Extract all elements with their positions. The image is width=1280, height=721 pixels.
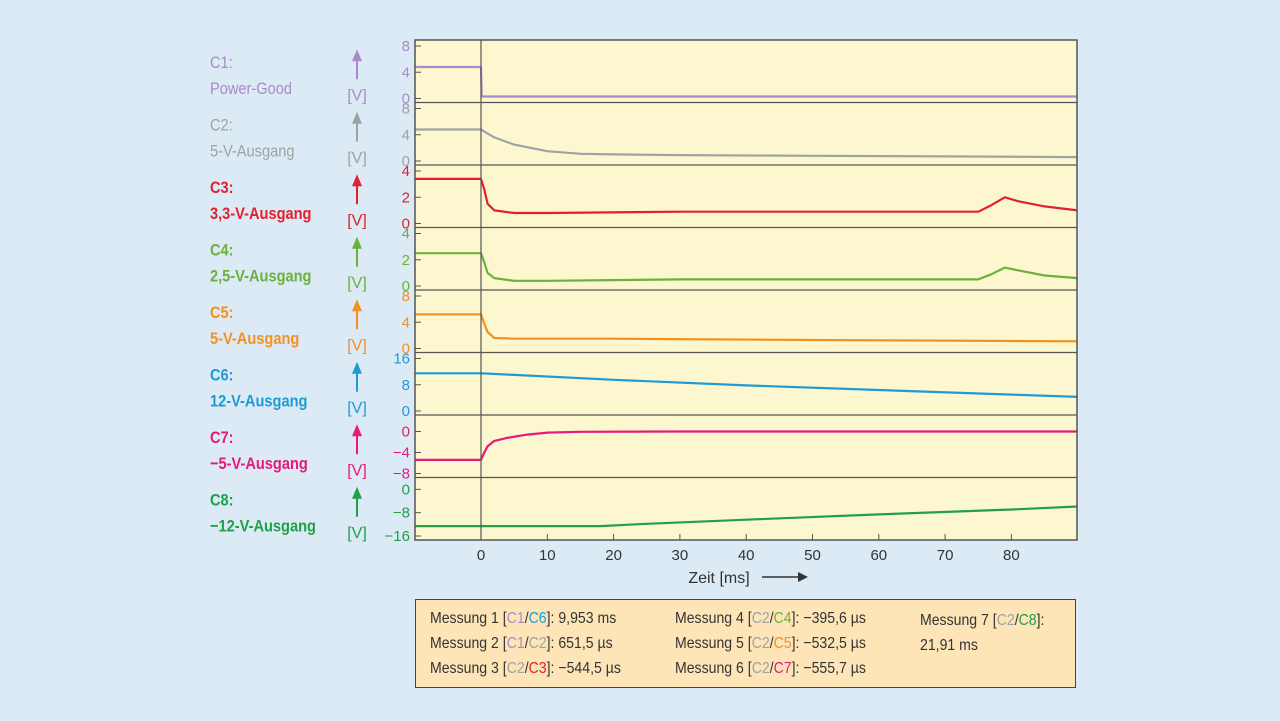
channel-unit: [V]	[347, 337, 367, 354]
measurement-6: Messung 6 [C2/C7]: −555,7 µs	[675, 660, 866, 677]
channel-unit: [V]	[347, 462, 367, 479]
measurement-value: −395,6 µs	[803, 610, 866, 627]
measurement-4: Messung 4 [C2/C4]: −395,6 µs	[675, 610, 866, 627]
channel-id: C1:	[210, 54, 233, 72]
channel-name: 5-V-Ausgang	[210, 330, 299, 348]
trace-c2	[414, 128, 1078, 159]
channel-unit: [V]	[347, 87, 367, 104]
measurement-2: Messung 2 [C1/C2]: 651,5 µs	[430, 635, 613, 652]
channel-id: C4:	[210, 242, 234, 260]
channel-name: −12-V-Ausgang	[210, 518, 316, 536]
y-tick-label: 2	[402, 252, 410, 269]
y-tick-label: 0	[402, 278, 410, 295]
measurement-value: 651,5 µs	[558, 635, 613, 652]
measurement-value: −555,7 µs	[803, 660, 866, 677]
measurement-value: −544,5 µs	[558, 660, 621, 677]
arrow-head-icon	[352, 486, 362, 499]
x-tick-label: 30	[672, 547, 689, 564]
channel-unit: [V]	[347, 150, 367, 167]
x-axis-label: Zeit [ms]	[688, 570, 749, 587]
arrow-head-icon	[352, 299, 362, 312]
y-tick-label: −8	[393, 505, 410, 522]
trace-c6	[414, 372, 1078, 398]
channel-id: C5:	[210, 304, 234, 322]
y-tick-label: 0	[402, 341, 410, 358]
arrow-head-icon	[352, 361, 362, 374]
y-tick-label: 8	[402, 38, 410, 55]
y-tick-label: 0	[402, 403, 410, 420]
channel-unit: [V]	[347, 275, 367, 292]
measurement-3: Messung 3 [C2/C3]: −544,5 µs	[430, 660, 621, 677]
channel-label-1: C1: Power-Good	[210, 54, 292, 98]
y-tick-label: 0	[402, 216, 410, 233]
y-tick-label: 8	[402, 377, 410, 394]
y-tick-label: 2	[402, 189, 410, 206]
y-tick-label: 0	[402, 153, 410, 170]
trace-c7	[414, 430, 1078, 461]
trace-c4	[414, 252, 1078, 282]
y-tick-label: −16	[385, 528, 410, 545]
y-tick-label: 4	[402, 314, 410, 331]
y-tick-label: 4	[402, 64, 410, 81]
arrow-head-icon	[352, 424, 362, 437]
y-tick-label: 0	[402, 481, 410, 498]
x-tick-label: 20	[605, 547, 622, 564]
channel-id: C7:	[210, 429, 234, 447]
x-tick-label: 50	[804, 547, 821, 564]
trace-c3	[414, 177, 1078, 215]
channel-id: C8:	[210, 492, 234, 510]
channel-label-8: C8: −12-V-Ausgang	[210, 492, 316, 536]
x-tick-label: 60	[870, 547, 887, 564]
y-tick-label: 4	[402, 163, 410, 180]
arrow-head-icon	[352, 49, 362, 62]
measurement-5: Messung 5 [C2/C5]: −532,5 µs	[675, 635, 866, 652]
x-tick-label: 40	[738, 547, 755, 564]
y-tick-label: 8	[402, 101, 410, 118]
arrow-head-icon	[352, 174, 362, 187]
measurement-1: Messung 1 [C1/C6]: 9,953 ms	[430, 610, 617, 627]
y-tick-label: 4	[402, 127, 410, 144]
measurement-value: 21,91 ms	[920, 637, 978, 654]
measurement-box: Messung 1 [C1/C6]: 9,953 ms Messung 2 [C1…	[415, 599, 1076, 688]
y-tick-label: 0	[402, 91, 410, 108]
x-tick-label: 10	[539, 547, 556, 564]
measurement-value: −532,5 µs	[803, 635, 866, 652]
y-tick-label: 16	[393, 351, 410, 368]
y-tick-label: 8	[402, 288, 410, 305]
measurement-value: 9,953 ms	[558, 610, 617, 627]
channel-unit: [V]	[347, 212, 367, 229]
channel-id: C6:	[210, 367, 234, 385]
channel-name: 12-V-Ausgang	[210, 393, 307, 411]
channel-label-3: C3: 3,3-V-Ausgang	[210, 179, 311, 223]
channel-id: C3:	[210, 179, 234, 197]
channel-label-2: C2: 5-V-Ausgang	[210, 117, 294, 161]
y-tick-label: −4	[393, 445, 410, 462]
x-arrow-head-icon	[798, 572, 808, 582]
y-tick-label: 0	[402, 424, 410, 441]
channel-unit: [V]	[347, 400, 367, 417]
channel-label-7: C7: −5-V-Ausgang	[210, 429, 308, 473]
trace-c5	[414, 313, 1078, 343]
x-tick-label: 70	[937, 547, 954, 564]
channel-name: 3,3-V-Ausgang	[210, 205, 311, 223]
channel-label-6: C6: 12-V-Ausgang	[210, 367, 307, 411]
channel-unit: [V]	[347, 525, 367, 542]
x-tick-label: 80	[1003, 547, 1020, 564]
measurement-7: Messung 7 [C2/C8]: 21,91 ms	[920, 612, 1049, 654]
channel-label-4: C4: 2,5-V-Ausgang	[210, 242, 311, 286]
y-tick-label: 4	[402, 226, 410, 243]
channel-name: 2,5-V-Ausgang	[210, 268, 311, 286]
x-tick-label: 0	[477, 547, 485, 564]
channel-id: C2:	[210, 117, 233, 135]
y-tick-label: −8	[393, 466, 410, 483]
arrow-head-icon	[352, 236, 362, 249]
channel-label-5: C5: 5-V-Ausgang	[210, 304, 299, 348]
channel-name: Power-Good	[210, 80, 292, 98]
channel-name: −5-V-Ausgang	[210, 455, 308, 473]
trace-c8	[414, 505, 1078, 528]
arrow-head-icon	[352, 111, 362, 124]
channel-name: 5-V-Ausgang	[210, 143, 294, 161]
